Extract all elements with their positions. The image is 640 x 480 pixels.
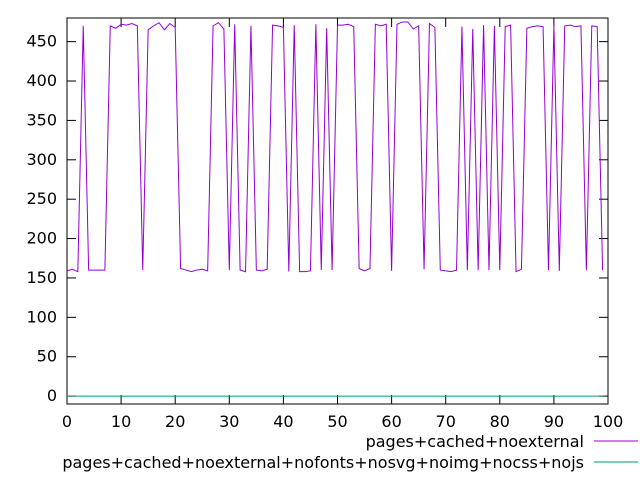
x-tick-label: 80 xyxy=(490,412,510,431)
y-tick-label: 350 xyxy=(26,110,57,129)
x-axis: 0 10 20 30 40 50 60 70 80 90 100 xyxy=(62,18,623,431)
x-tick-label: 0 xyxy=(62,412,72,431)
x-tick-label: 10 xyxy=(111,412,131,431)
y-axis: 0 50 100 150 200 250 300 350 400 450 xyxy=(26,32,608,405)
x-tick-label: 50 xyxy=(327,412,347,431)
y-tick-label: 150 xyxy=(26,268,57,287)
y-tick-label: 200 xyxy=(26,229,57,248)
y-tick-label: 0 xyxy=(47,386,57,405)
y-tick-label: 100 xyxy=(26,307,57,326)
series-lines xyxy=(66,21,604,397)
legend-label-series-1: pages+cached+noexternal xyxy=(366,432,584,451)
y-tick-label: 450 xyxy=(26,32,57,51)
x-tick-label: 100 xyxy=(593,412,624,431)
x-tick-label: 60 xyxy=(381,412,401,431)
y-tick-label: 400 xyxy=(26,71,57,90)
x-tick-label: 40 xyxy=(273,412,293,431)
plot-border xyxy=(66,17,609,405)
x-tick-label: 20 xyxy=(165,412,185,431)
legend-label-series-2: pages+cached+noexternal+nofonts+nosvg+no… xyxy=(62,453,584,472)
y-tick-label: 300 xyxy=(26,150,57,169)
series-line-1 xyxy=(66,21,604,273)
y-tick-label: 250 xyxy=(26,189,57,208)
plot-frame xyxy=(66,17,609,405)
y-tick-label: 50 xyxy=(37,347,57,366)
x-tick-label: 30 xyxy=(219,412,239,431)
x-tick-label: 70 xyxy=(436,412,456,431)
legend: pages+cached+noexternal pages+cached+noe… xyxy=(62,432,638,472)
x-tick-label: 90 xyxy=(544,412,564,431)
